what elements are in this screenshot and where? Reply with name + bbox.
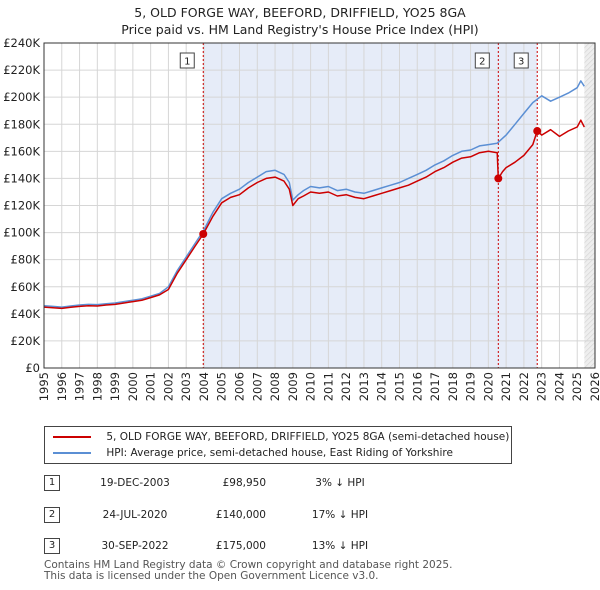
y-tick-label: £80K — [11, 253, 41, 267]
sale-point — [494, 174, 503, 183]
sale-price: £140,000 — [215, 509, 266, 521]
y-tick-label: £220K — [3, 63, 40, 77]
sale-label-number: 3 — [518, 57, 524, 68]
x-tick-label: 2022 — [517, 372, 531, 401]
y-tick-label: £100K — [3, 226, 40, 240]
x-tick-label: 2007 — [250, 372, 264, 401]
chart-title-line: 5, OLD FORGE WAY, BEEFORD, DRIFFIELD, YO… — [134, 5, 466, 20]
sale-point — [199, 230, 208, 239]
x-tick-label: 2025 — [570, 372, 584, 401]
sale-date: 30-SEP-2022 — [101, 540, 169, 552]
sale-row: 3 30-SEP-2022 £175,000 13% ↓ HPI — [0, 538, 600, 558]
sale-label-box — [474, 52, 490, 69]
y-tick-label: £120K — [3, 199, 40, 213]
x-tick-label: 2023 — [535, 372, 549, 401]
x-tick-label: 2004 — [197, 372, 211, 401]
x-tick-label: 2001 — [144, 372, 158, 401]
x-tick-label: 2018 — [446, 372, 460, 401]
footer-copyright: Contains HM Land Registry data © Crown c… — [44, 559, 453, 571]
property-price-line — [43, 119, 585, 310]
x-tick-label: 2026 — [588, 372, 600, 401]
x-tick-label: 2005 — [215, 372, 229, 401]
y-tick-label: £160K — [3, 144, 40, 158]
legend-item-property: 5, OLD FORGE WAY, BEEFORD, DRIFFIELD, YO… — [53, 429, 509, 445]
footer: Contains HM Land Registry data © Crown c… — [44, 560, 452, 582]
y-tick-label: £40K — [11, 307, 41, 321]
sale-hpi-diff: 3% ↓ HPI — [315, 477, 365, 489]
y-tick-label: £20K — [11, 334, 41, 348]
sale-date: 19-DEC-2003 — [100, 477, 170, 489]
y-tick-label: £180K — [3, 117, 40, 131]
legend: 5, OLD FORGE WAY, BEEFORD, DRIFFIELD, YO… — [44, 426, 512, 464]
sale-label-box — [179, 52, 195, 69]
y-tick-label: £200K — [3, 90, 40, 104]
x-tick-label: 2006 — [233, 372, 247, 401]
sale-point — [533, 127, 542, 136]
price-chart: £0 £20K £40K £60K £80K £100K £120K £140K £160K £1… — [3, 36, 600, 401]
x-tick-label: 2020 — [481, 372, 495, 401]
sale-row: 2 24-JUL-2020 £140,000 17% ↓ HPI — [0, 507, 600, 527]
sale-label-box — [513, 52, 529, 69]
x-tick-label: 2024 — [552, 372, 566, 401]
sale-price: £98,950 — [222, 477, 266, 489]
x-tick-label: 2012 — [339, 372, 353, 401]
sale-date: 24-JUL-2020 — [102, 509, 168, 521]
chart-title: 5, OLD FORGE WAY, BEEFORD, DRIFFIELD, YO… — [0, 4, 600, 38]
x-tick-label: 2015 — [392, 372, 406, 401]
sale-number-badge: 1 — [44, 475, 60, 491]
x-tick-label: 2008 — [268, 372, 282, 401]
x-tick-label: 1998 — [90, 372, 104, 401]
x-tick-label: 1995 — [37, 372, 51, 401]
sale-price: £175,000 — [215, 540, 266, 552]
x-tick-label: 2021 — [499, 372, 513, 401]
legend-label-property: 5, OLD FORGE WAY, BEEFORD, DRIFFIELD, YO… — [106, 431, 510, 443]
y-tick-label: £140K — [3, 171, 40, 185]
legend-swatch-property — [53, 436, 91, 438]
x-tick-label: 2010 — [304, 372, 318, 401]
x-tick-label: 2013 — [357, 372, 371, 401]
legend-swatch-hpi — [53, 452, 91, 454]
sale-number-badge: 3 — [44, 538, 60, 554]
sale-label-number: 1 — [184, 57, 190, 68]
sale-hpi-diff: 13% ↓ HPI — [311, 540, 369, 552]
sale-number-badge: 2 — [44, 507, 60, 523]
sale-label-number: 2 — [479, 57, 485, 68]
x-tick-label: 1997 — [73, 372, 87, 401]
y-tick-label: £60K — [11, 280, 41, 294]
hpi-line — [43, 80, 585, 308]
legend-item-hpi: HPI: Average price, semi-detached house,… — [53, 445, 453, 461]
x-tick-label: 2017 — [428, 372, 442, 401]
x-tick-label: 2016 — [410, 372, 424, 401]
x-tick-label: 1996 — [55, 372, 69, 401]
x-tick-label: 2000 — [126, 372, 140, 401]
sale-hpi-diff: 17% ↓ HPI — [311, 509, 369, 521]
x-tick-label: 2003 — [179, 372, 193, 401]
x-tick-label: 2014 — [375, 372, 389, 401]
x-tick-label: 2011 — [321, 372, 335, 401]
legend-label-hpi: HPI: Average price, semi-detached house,… — [106, 447, 453, 459]
chart-subtitle-line: Price paid vs. HM Land Registry's House … — [121, 22, 479, 37]
y-tick-label: £0 — [25, 361, 40, 375]
y-tick-label: £240K — [3, 36, 40, 50]
x-tick-label: 1999 — [108, 372, 122, 401]
plot-frame — [43, 42, 596, 369]
x-tick-label: 2002 — [161, 372, 175, 401]
x-tick-label: 2009 — [286, 372, 300, 401]
footer-licence: This data is licensed under the Open Gov… — [44, 570, 379, 582]
x-tick-label: 2019 — [464, 372, 478, 401]
sale-row: 1 19-DEC-2003 £98,950 3% ↓ HPI — [0, 475, 600, 495]
